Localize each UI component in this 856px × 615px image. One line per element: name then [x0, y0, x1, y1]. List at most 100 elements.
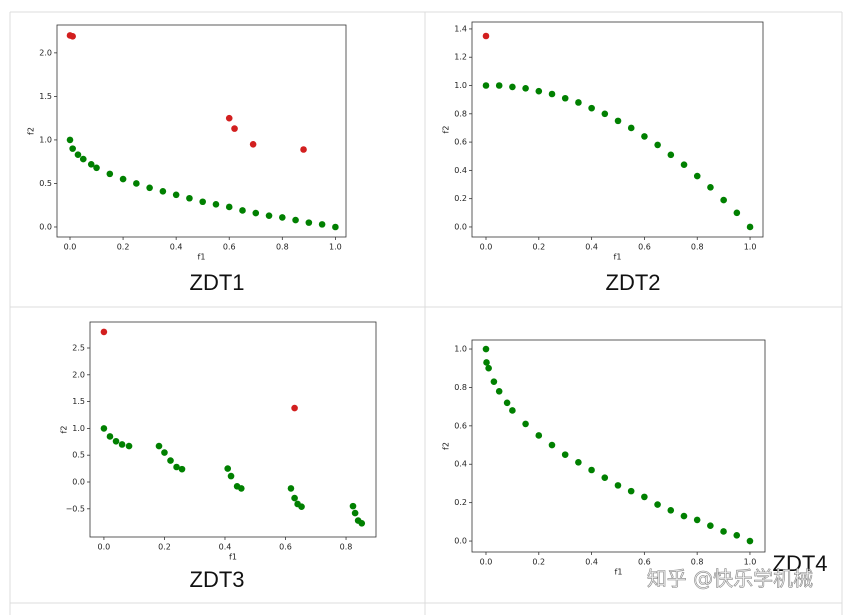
y-tick-label: 1.0 — [39, 135, 52, 144]
scatter-point — [287, 485, 295, 492]
scatter-point — [224, 465, 232, 472]
y-tick-label: 0.8 — [454, 383, 467, 392]
scatter-point — [212, 201, 220, 208]
scatter-point — [720, 196, 727, 204]
scatter-point — [225, 114, 233, 122]
scatter-point — [680, 512, 688, 520]
x-axis-label: f1 — [614, 253, 622, 262]
x-tick-label: 0.0 — [98, 543, 111, 552]
scatter-point — [100, 425, 108, 432]
x-tick-label: 0.2 — [532, 243, 545, 252]
scatter-point — [720, 528, 727, 535]
y-tick-label: 0.8 — [454, 109, 467, 118]
x-tick-label: 0.0 — [64, 243, 77, 252]
scatter-point — [318, 221, 326, 228]
scatter-point — [667, 151, 675, 159]
plot-frame — [56, 24, 347, 238]
scatter-point — [495, 82, 503, 89]
scatter-point — [693, 172, 701, 180]
scatter-point — [173, 463, 180, 471]
scatter-point — [482, 82, 490, 89]
y-tick-label: 0.0 — [72, 478, 85, 487]
scatter-point — [118, 441, 126, 448]
scatter-point — [509, 407, 516, 414]
scatter-point — [627, 487, 635, 495]
x-tick-label: 1.0 — [329, 243, 342, 252]
x-tick-label: 0.6 — [223, 243, 236, 252]
x-tick-label: 0.4 — [585, 558, 598, 567]
x-tick-label: 0.8 — [276, 243, 289, 252]
y-axis-label: f2 — [60, 426, 69, 434]
scatter-point — [69, 145, 76, 152]
y-axis-label: f2 — [442, 126, 451, 134]
scatter-point — [79, 155, 87, 163]
scatter-point — [305, 219, 313, 226]
scatter-point — [614, 482, 622, 489]
scatter-point — [292, 216, 299, 224]
scatter-point — [291, 494, 298, 502]
scatter-point — [680, 161, 688, 169]
scatter-point — [227, 472, 235, 480]
y-axis-label: f2 — [27, 127, 36, 135]
scatter-point — [133, 180, 140, 187]
y-axis-label: f2 — [442, 442, 451, 450]
plot-frame — [471, 21, 764, 238]
scatter-point — [522, 420, 529, 428]
scatter-point — [265, 212, 273, 219]
x-tick-label: 0.4 — [585, 243, 598, 252]
x-tick-label: 0.6 — [279, 543, 292, 552]
y-tick-label: 1.0 — [454, 345, 467, 354]
scatter-point — [74, 151, 82, 159]
y-tick-label: −0.5 — [66, 504, 85, 513]
scatter-point — [588, 466, 595, 474]
scatter-point — [119, 175, 127, 183]
scatter-point — [351, 509, 359, 517]
caption: ZDT1 — [190, 270, 245, 295]
scatter-point — [667, 507, 675, 514]
y-tick-label: 0.5 — [39, 179, 52, 188]
scatter-point — [746, 223, 754, 231]
scatter-point — [575, 99, 582, 106]
scatter-point — [601, 474, 609, 481]
scatter-point — [125, 442, 133, 450]
scatter-point — [300, 146, 307, 153]
scatter-point — [87, 161, 95, 168]
y-tick-label: 0.6 — [454, 138, 467, 147]
scatter-point — [106, 433, 114, 440]
scatter-point — [535, 432, 543, 439]
scatter-point — [252, 209, 260, 217]
scatter-point — [155, 442, 163, 450]
y-tick-label: 2.0 — [39, 48, 52, 57]
scatter-point — [146, 184, 153, 192]
scatter-point — [641, 493, 648, 501]
y-tick-label: 0.6 — [454, 421, 467, 430]
scatter-point — [746, 537, 754, 545]
scatter-point — [693, 516, 701, 524]
scatter-point — [239, 207, 246, 214]
scatter-point — [332, 223, 339, 231]
scatter-point — [172, 191, 180, 199]
scatter-point — [161, 449, 168, 456]
scatter-point — [509, 83, 516, 91]
scatter-point — [225, 203, 233, 211]
scatter-point — [627, 124, 635, 132]
scatter-point — [167, 457, 174, 464]
caption: ZDT3 — [190, 567, 245, 592]
x-tick-label: 0.6 — [638, 558, 651, 567]
scatter-point — [485, 364, 492, 372]
y-tick-label: 0.0 — [454, 537, 467, 546]
y-tick-label: 0.5 — [72, 451, 85, 460]
y-tick-label: 1.5 — [39, 92, 52, 101]
x-tick-label: 0.4 — [170, 243, 183, 252]
scatter-point — [66, 136, 74, 144]
scatter-point — [503, 399, 511, 407]
watermark: 知乎 @快乐学机械 — [647, 567, 813, 591]
scatter-point — [654, 141, 661, 149]
scatter-point — [641, 133, 648, 140]
x-tick-label: 1.0 — [744, 243, 757, 252]
scatter-point — [575, 459, 582, 466]
scatter-point — [733, 209, 741, 217]
scatter-point — [561, 94, 569, 102]
scatter-point — [112, 437, 120, 445]
